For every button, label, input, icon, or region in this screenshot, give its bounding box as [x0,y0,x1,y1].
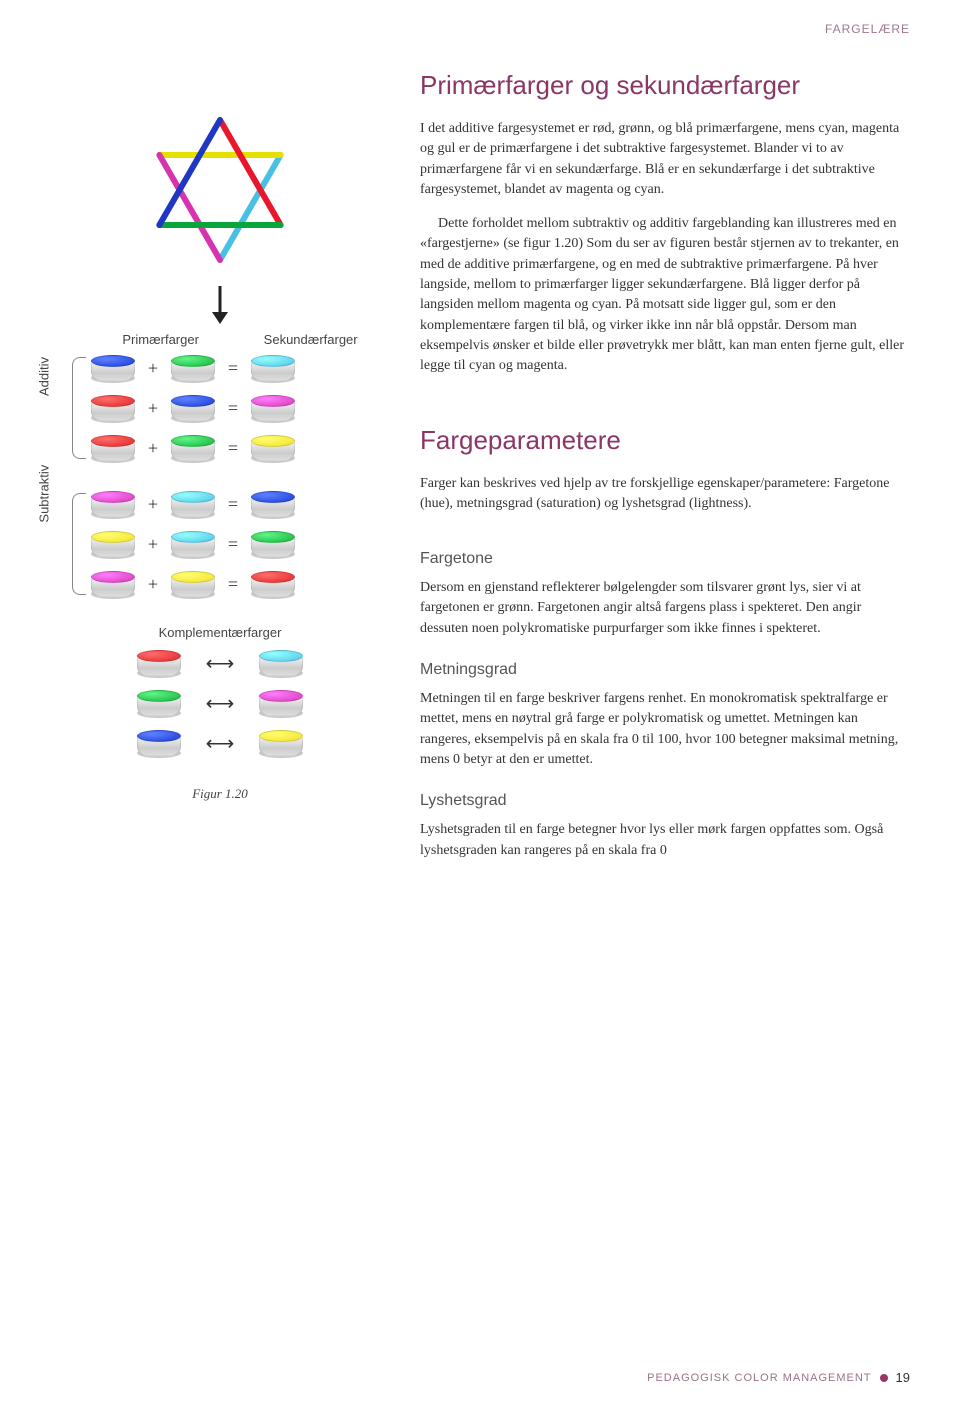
subtractive-bracket [72,493,86,595]
paint-bucket-icon [90,489,136,519]
additive-bracket [72,357,86,459]
plus-icon: + [146,438,160,459]
chapter-label: FARGELÆRE [825,22,910,36]
subtractive-label: Subtraktiv [37,465,52,523]
additive-mixing-group: Additiv +=+=+= [50,353,390,463]
paint-bucket-icon [170,529,216,559]
footer-dot-icon [880,1374,888,1382]
color-mix-row: += [90,529,390,559]
fargetone-para: Dersom en gjenstand reflekterer bølgelen… [420,578,910,639]
metning-title: Metningsgrad [420,661,910,679]
star-icon [130,90,310,270]
paint-bucket-icon [136,728,182,758]
paint-bucket-icon [90,393,136,423]
complementary-row: ⟷ [50,728,390,758]
paint-bucket-icon [258,648,304,678]
paint-bucket-icon [250,433,296,463]
paint-bucket-icon [90,529,136,559]
equals-icon: = [226,534,240,555]
plus-icon: + [146,494,160,515]
paint-bucket-icon [136,648,182,678]
section2-title: Fargeparametere [420,425,910,456]
plus-icon: + [146,398,160,419]
paint-bucket-icon [258,728,304,758]
color-mix-row: += [90,489,390,519]
equals-icon: = [226,438,240,459]
equals-icon: = [226,358,240,379]
paint-bucket-icon [90,569,136,599]
double-arrow-icon: ⟷ [206,691,235,716]
paint-bucket-icon [90,353,136,383]
paint-bucket-icon [170,489,216,519]
paint-bucket-icon [250,393,296,423]
figure-caption: Figur 1.20 [50,786,390,802]
color-star-figure [50,90,390,270]
equals-icon: = [226,574,240,595]
fargetone-title: Fargetone [420,550,910,568]
paint-bucket-icon [170,393,216,423]
paint-bucket-icon [90,433,136,463]
color-mix-row: += [90,569,390,599]
paint-bucket-icon [170,353,216,383]
footer-text: PEDAGOGISK COLOR MANAGEMENT [647,1372,871,1384]
equals-icon: = [226,398,240,419]
color-mix-row: += [90,433,390,463]
color-mix-row: += [90,353,390,383]
double-arrow-icon: ⟷ [206,731,235,756]
plus-icon: + [146,574,160,595]
figure-column: Primærfarger Sekundærfarger Additiv +=+=… [50,70,390,875]
additive-label: Additiv [37,357,52,396]
arrow-down-icon [50,284,390,324]
text-column: Primærfarger og sekundærfarger I det add… [420,70,910,875]
equals-icon: = [226,494,240,515]
section1-para2: Dette forholdet mellom subtraktiv og add… [420,214,910,376]
paint-bucket-icon [170,569,216,599]
page-footer: PEDAGOGISK COLOR MANAGEMENT 19 [647,1370,910,1385]
paint-bucket-icon [250,569,296,599]
paint-bucket-icon [250,489,296,519]
complementary-row: ⟷ [50,648,390,678]
paint-bucket-icon [250,529,296,559]
paint-bucket-icon [136,688,182,718]
secondary-colors-label: Sekundærfarger [264,332,358,347]
primary-colors-label: Primærfarger [122,332,199,347]
plus-icon: + [146,358,160,379]
section2-para1: Farger kan beskrives ved hjelp av tre fo… [420,474,910,515]
paint-bucket-icon [250,353,296,383]
lyshet-title: Lyshetsgrad [420,792,910,810]
plus-icon: + [146,534,160,555]
complementary-row: ⟷ [50,688,390,718]
complementary-label: Komplementærfarger [50,625,390,640]
lyshet-para: Lyshetsgraden til en farge betegner hvor… [420,820,910,861]
paint-bucket-icon [258,688,304,718]
page-number: 19 [896,1370,910,1385]
section1-title: Primærfarger og sekundærfarger [420,70,910,101]
diagram-header-row: Primærfarger Sekundærfarger [50,332,390,347]
subtractive-mixing-group: Subtraktiv +=+=+= [50,489,390,599]
metning-para: Metningen til en farge beskriver fargens… [420,689,910,770]
color-mix-row: += [90,393,390,423]
paint-bucket-icon [170,433,216,463]
section1-para1: I det additive fargesystemet er rød, grø… [420,119,910,200]
double-arrow-icon: ⟷ [206,651,235,676]
